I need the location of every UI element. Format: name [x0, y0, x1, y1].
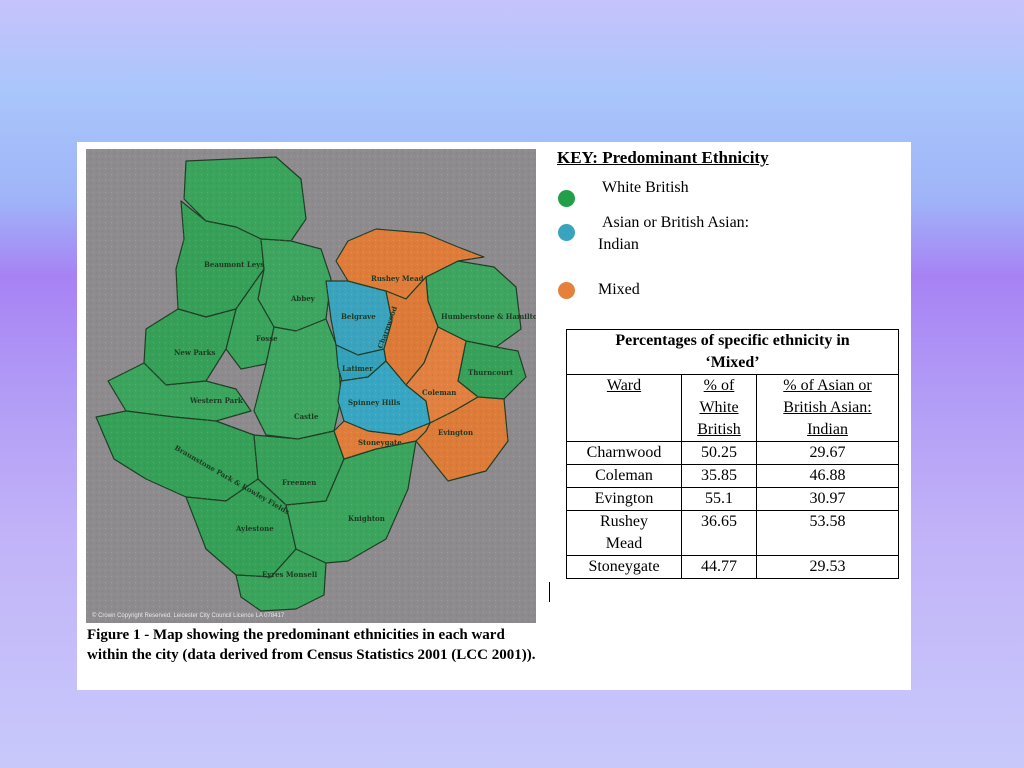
cell-ward: Evington: [566, 487, 682, 511]
cell-white: 36.65: [681, 510, 757, 556]
label-beaumont-leys: Beaumont Leys: [204, 260, 264, 269]
key-dot-white-british: [558, 190, 575, 207]
slide-card: Beaumont Leys Abbey Rushey Mead Humberst…: [77, 142, 911, 690]
cell-white: 50.25: [681, 441, 757, 465]
cell-ward: Charnwood: [566, 441, 682, 465]
label-stoneygate: Stoneygate: [358, 438, 402, 447]
mixed-percentages-table: Percentages of specific ethnicity in ‘Mi…: [566, 329, 899, 579]
label-abbey: Abbey: [290, 294, 316, 303]
key-dot-asian-indian: [558, 224, 575, 241]
label-fosse: Fosse: [256, 334, 278, 343]
table-header-row: Ward % of White British % of Asian or Br…: [566, 374, 899, 442]
map-copyright: © Crown Copyright Reserved. Leicester Ci…: [92, 612, 285, 619]
label-humberstone: Humberstone & Hamilton: [441, 312, 536, 321]
label-rushey-mead: Rushey Mead: [371, 274, 424, 283]
key-label-mixed: Mixed: [598, 281, 640, 298]
label-aylestone: Aylestone: [235, 524, 274, 533]
label-belgrave: Belgrave: [341, 312, 376, 321]
table-row: Charnwood 50.25 29.67: [566, 441, 899, 465]
cell-asian: 53.58: [756, 510, 899, 556]
city-ward-map: Beaumont Leys Abbey Rushey Mead Humberst…: [86, 149, 536, 623]
cell-ward: Coleman: [566, 464, 682, 488]
label-evington: Evington: [438, 428, 473, 437]
label-freemen: Freemen: [282, 478, 316, 487]
cell-asian: 29.53: [756, 555, 899, 579]
header-ward: Ward: [566, 374, 682, 442]
label-knighton: Knighton: [348, 514, 385, 523]
cell-asian: 29.67: [756, 441, 899, 465]
label-thurncourt: Thurncourt: [468, 368, 514, 377]
cell-white: 44.77: [681, 555, 757, 579]
table-row: Coleman 35.85 46.88: [566, 464, 899, 488]
table-title-row: Percentages of specific ethnicity in ‘Mi…: [566, 329, 899, 375]
table-row: Stoneygate 44.77 29.53: [566, 555, 899, 579]
key-title: KEY: Predominant Ethnicity: [557, 148, 769, 167]
label-eyres-monsell: Eyres Monsell: [262, 570, 317, 579]
figure-caption: Figure 1 - Map showing the predominant e…: [87, 627, 536, 663]
label-new-parks: New Parks: [174, 348, 215, 357]
header-asian-indian: % of Asian or British Asian: Indian: [756, 374, 899, 442]
cell-asian: 30.97: [756, 487, 899, 511]
key-label-white-british: White British: [602, 179, 689, 196]
cell-ward: Rushey Mead: [566, 510, 682, 556]
key-label-asian-indian-line2: Indian: [598, 236, 639, 253]
table-row: Rushey Mead 36.65 53.58: [566, 510, 899, 556]
label-castle: Castle: [294, 412, 319, 421]
cell-asian: 46.88: [756, 464, 899, 488]
cell-white: 55.1: [681, 487, 757, 511]
key-dot-mixed: [558, 282, 575, 299]
table-title: Percentages of specific ethnicity in ‘Mi…: [566, 329, 899, 375]
cell-ward: Stoneygate: [566, 555, 682, 579]
text-cursor: [549, 582, 550, 602]
label-latimer: Latimer: [342, 364, 373, 373]
label-western-park: Western Park: [189, 396, 243, 405]
cell-white: 35.85: [681, 464, 757, 488]
label-spinney-hills: Spinney Hills: [348, 398, 400, 407]
table-row: Evington 55.1 30.97: [566, 487, 899, 511]
label-coleman: Coleman: [422, 388, 456, 397]
key-label-asian-indian: Asian or British Asian:: [602, 214, 750, 231]
header-white-british: % of White British: [681, 374, 757, 442]
